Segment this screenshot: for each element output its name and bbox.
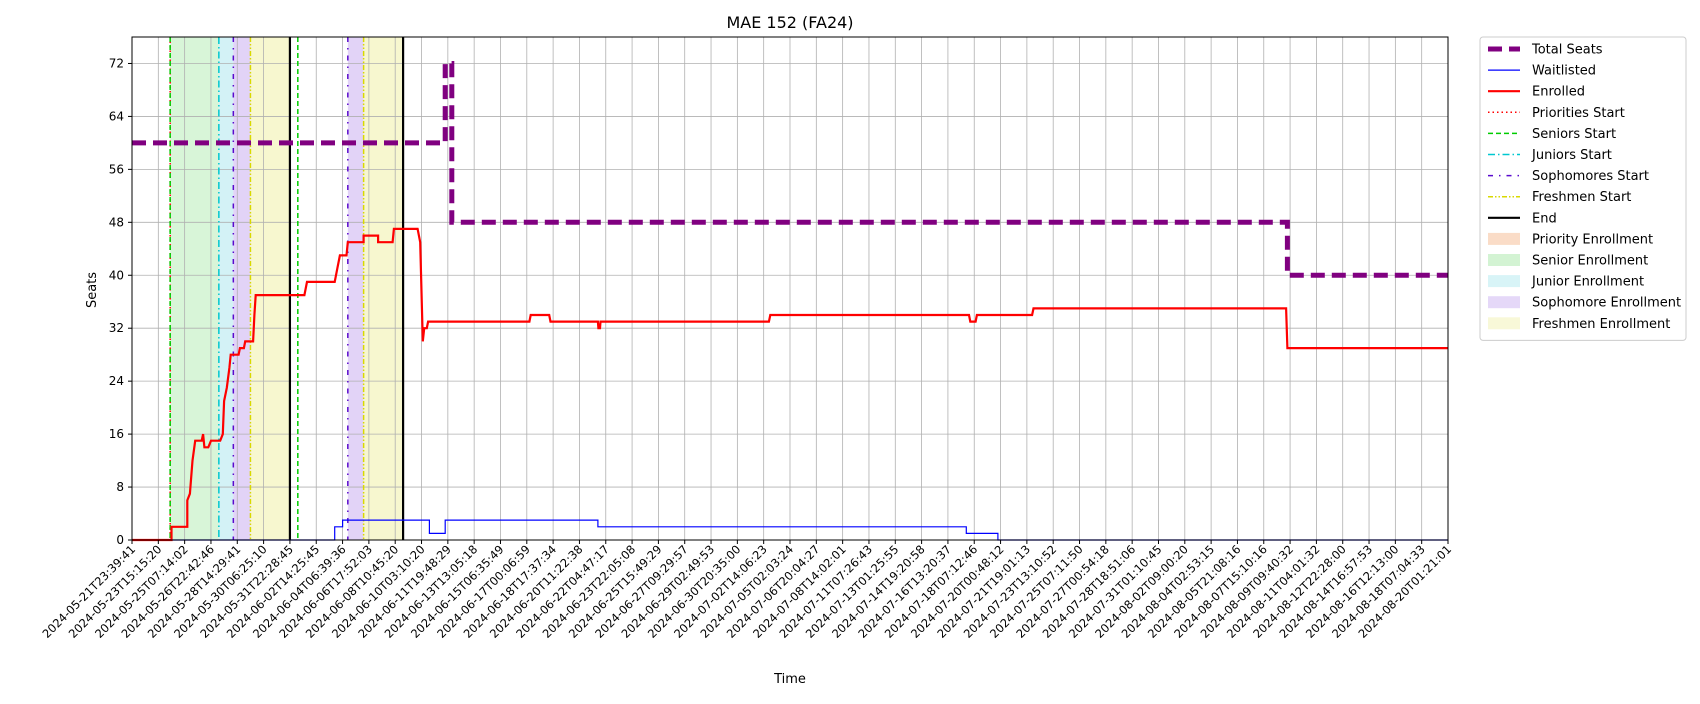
y-tick-label-5: 40 (109, 268, 124, 282)
legend-label-3: Priorities Start (1532, 106, 1625, 121)
legend-label-9: Priority Enrollment (1532, 232, 1653, 247)
plot-area: 0816243240485664722024-05-21T23:39:41202… (39, 36, 1454, 641)
legend-label-1: Waitlisted (1532, 64, 1596, 79)
legend-label-0: Total Seats (1531, 43, 1603, 58)
series-line-2 (132, 227, 1448, 542)
y-tick-label-9: 72 (109, 56, 124, 70)
shaded-period-1-0 (170, 37, 219, 540)
shaded-period-4-1 (363, 37, 404, 540)
legend-label-4: Seniors Start (1532, 127, 1616, 142)
y-tick-label-4: 32 (109, 321, 124, 335)
legend-label-5: Juniors Start (1531, 148, 1612, 163)
y-tick-label-7: 56 (109, 162, 124, 176)
series-line-0 (132, 61, 1448, 278)
legend: Total Seats Waitlisted Enrolled Priorities … (1479, 36, 1687, 341)
legend-label-10: Senior Enrollment (1532, 254, 1648, 269)
y-tick-label-8: 64 (109, 109, 124, 123)
legend-label-8: End (1532, 211, 1557, 226)
legend-swatch-13 (1488, 317, 1520, 330)
shaded-period-3-0 (233, 37, 251, 540)
legend-label-2: Enrolled (1532, 85, 1585, 100)
shaded-period-2-0 (218, 37, 234, 540)
shaded-period-4-0 (250, 37, 290, 540)
legend-label-12: Sophomore Enrollment (1532, 296, 1681, 311)
y-tick-label-2: 16 (109, 427, 124, 441)
chart-title: MAE 152 (FA24) (726, 13, 853, 32)
legend-label-6: Sophomores Start (1532, 169, 1649, 184)
legend-swatch-9 (1488, 232, 1520, 245)
legend-label-13: Freshmen Enrollment (1532, 317, 1670, 332)
shaded-period-3-1 (347, 37, 364, 540)
legend-label-7: Freshmen Start (1532, 190, 1631, 205)
legend-swatch-12 (1488, 296, 1520, 309)
legend-box (1479, 36, 1687, 341)
y-axis-label: Seats (85, 272, 100, 308)
y-tick-label-6: 48 (109, 215, 124, 229)
legend-swatch-10 (1488, 254, 1520, 266)
legend-swatch-11 (1488, 275, 1520, 288)
y-tick-label-1: 8 (116, 480, 124, 494)
series-line-1 (132, 519, 1448, 541)
legend-label-11: Junior Enrollment (1531, 275, 1644, 290)
x-axis-label: Time (773, 672, 806, 687)
y-tick-label-3: 24 (109, 374, 124, 388)
y-tick-label-0: 0 (116, 533, 124, 547)
